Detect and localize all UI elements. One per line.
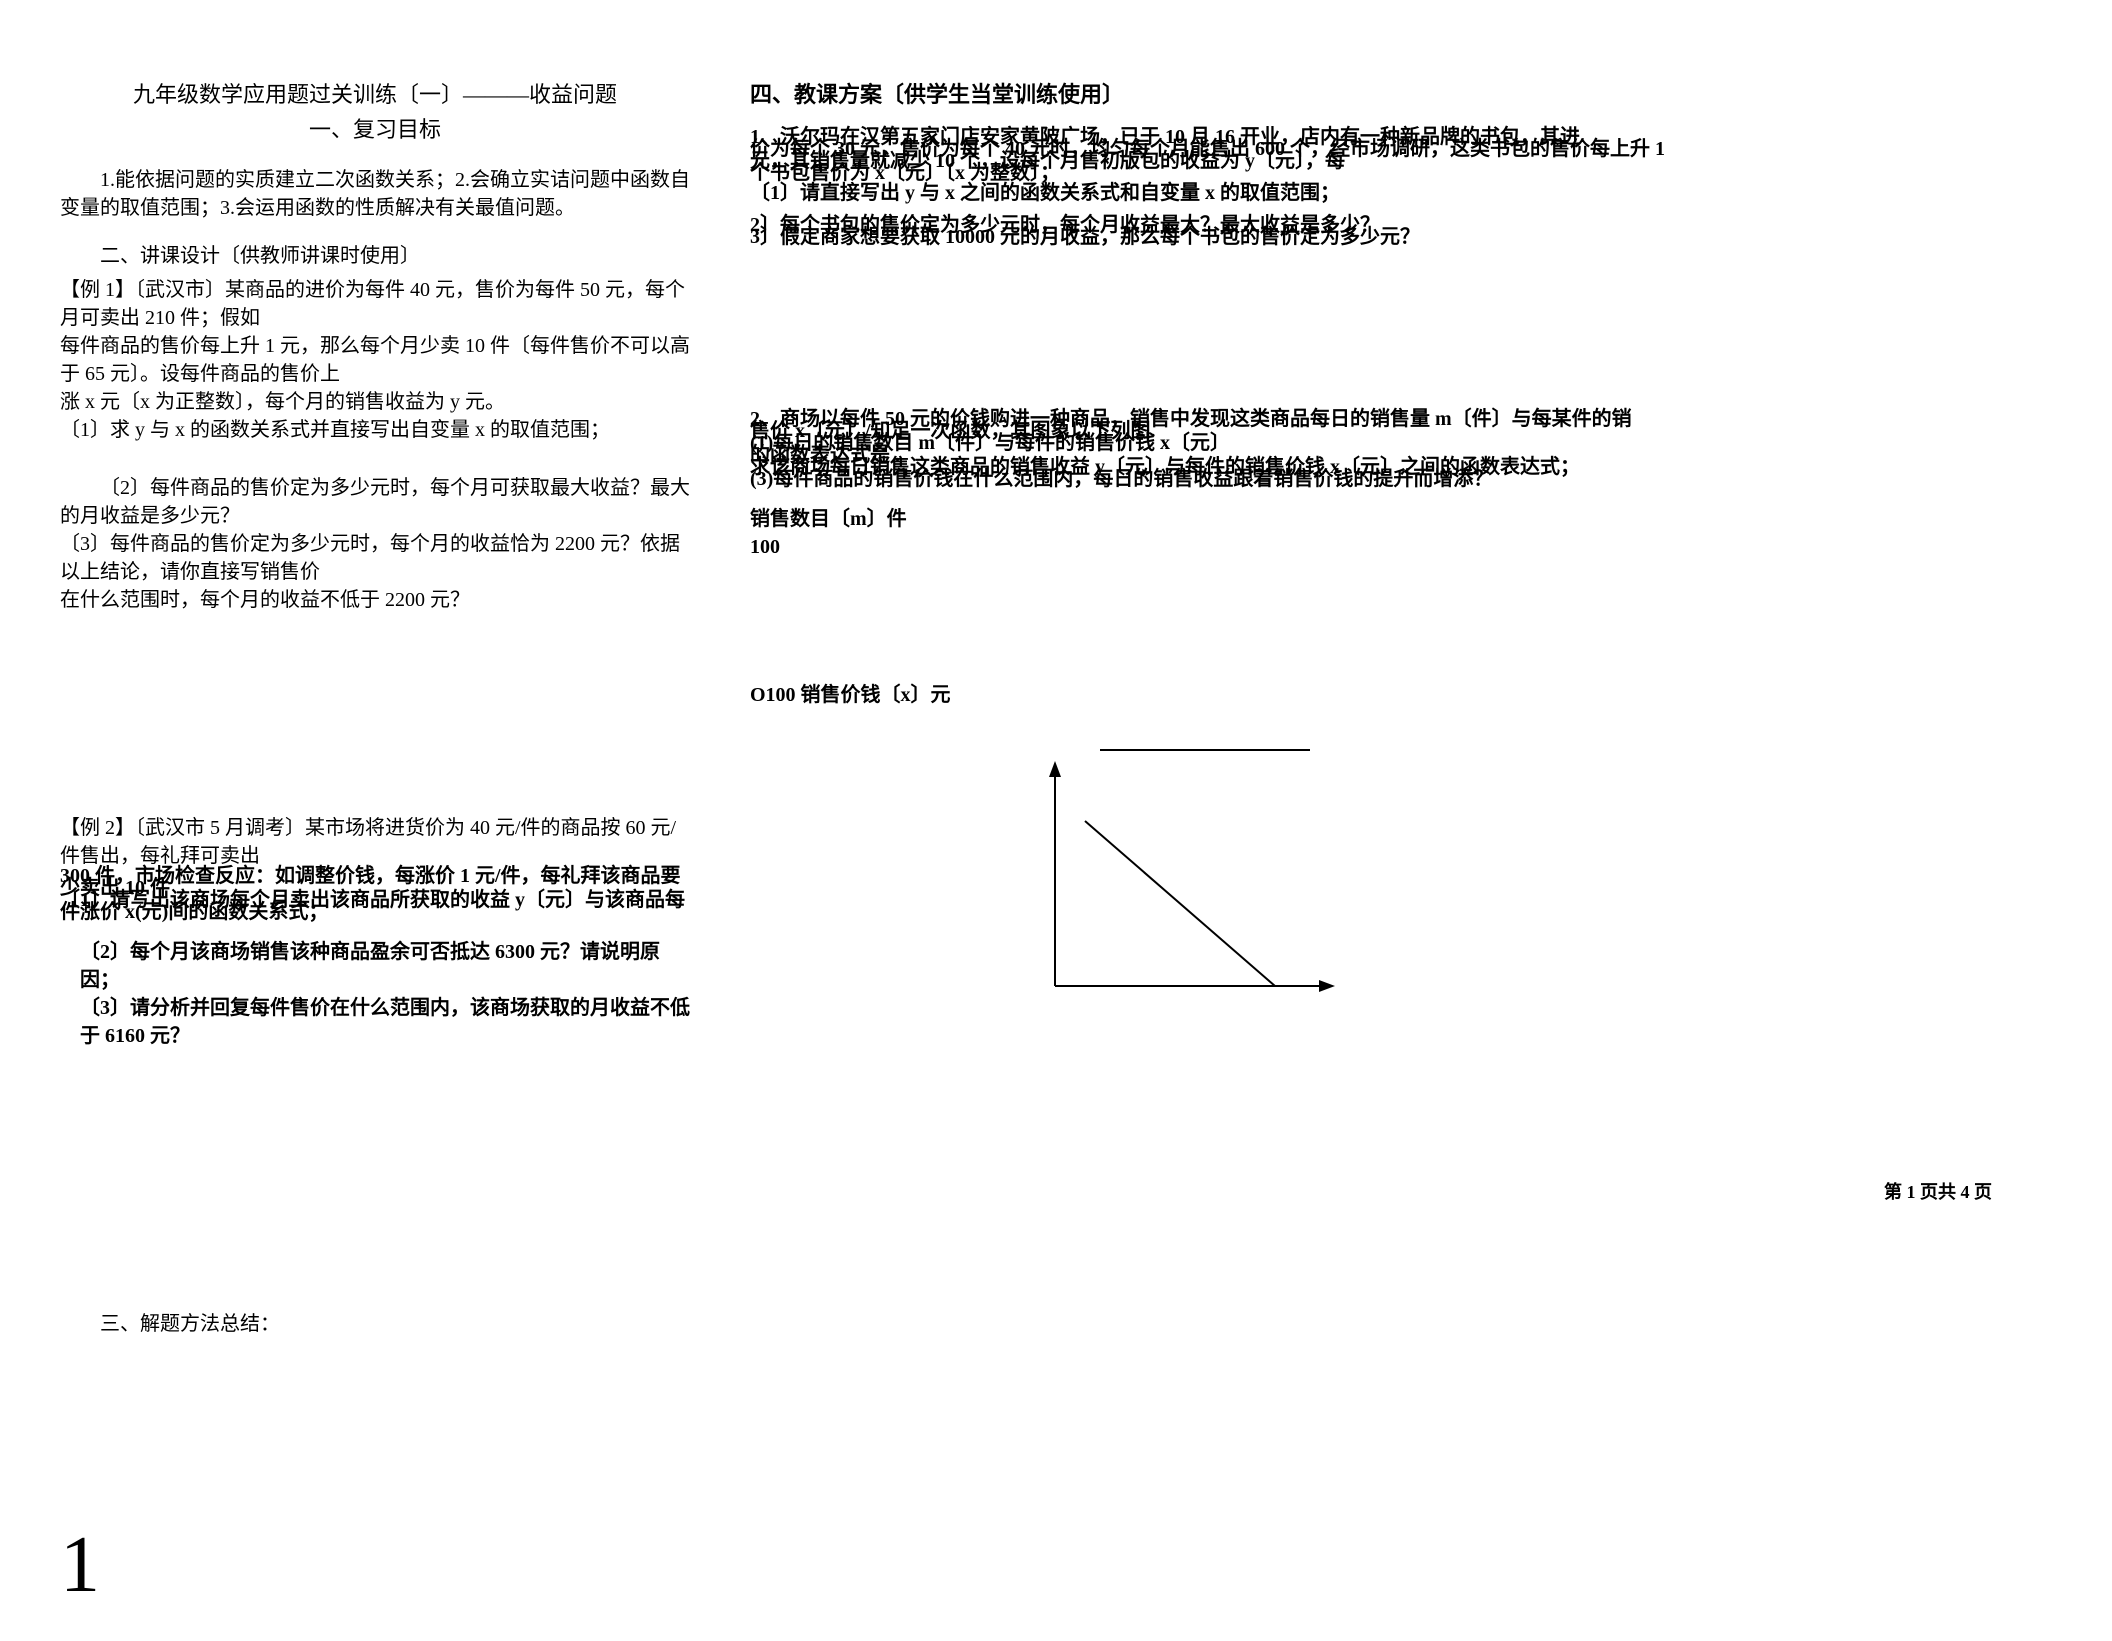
example1-q3b: 在什么范围时，每个月的收益不低于 2200 元？ <box>60 586 690 614</box>
section4-heading: 四、教课方案〔供学生当堂训练使用〕 <box>750 80 2052 111</box>
example2-q2: 〔2〕每个月该商场销售该种商品盈余可否抵达 6300 元？请说明原因； <box>80 938 690 994</box>
x-axis-arrow <box>1319 980 1335 992</box>
main-title: 九年级数学应用题过关训练〔一〕———收益问题 <box>60 80 690 111</box>
problem1-q23: 2〕每个书包的售价定为多少元时，每个月收益最大？最大收益是多少？ 3〕假定商家想… <box>750 219 2052 243</box>
chart-y-labels: 销售数目〔m〕件 100 <box>750 505 2052 561</box>
example2-squish: 300 件，市场检查反应：如调整价钱，每涨价 1 元/件，每礼拜该商品要少卖出 … <box>60 870 690 918</box>
divider-line <box>1100 749 1310 751</box>
example2-line1: 【例 2】〔武汉市 5 月调考〕某市场将进货价为 40 元/件的商品按 60 元… <box>60 814 690 870</box>
example1-line4: 〔1〕求 y 与 x 的函数关系式并直接写出自变量 x 的取值范围； <box>60 416 690 444</box>
section2-heading: 二、讲课设计〔供教师讲课时使用〕 <box>100 242 690 270</box>
example1-line1: 【例 1】〔武汉市〕某商品的进价为每件 40 元，售价为每件 50 元，每个月可… <box>60 276 690 332</box>
goal-text: 1.能依据问题的实质建立二次函数关系；2.会确立实诘问题中函数自变量的取值范围；… <box>60 166 690 222</box>
y-axis-arrow <box>1049 761 1061 777</box>
page-footer: 第 1 页共 4 页 <box>1884 1180 1992 1205</box>
example1-q3a: 〔3〕每件商品的售价定为多少元时，每个月的收益恰为 2200 元？依据以上结论，… <box>60 530 690 586</box>
problem2-block: 2、商场以每件 50 元的价钱购进一种商品，销售中发现这类商品每日的销售量 m〔… <box>750 413 2052 485</box>
section3-heading: 三、解题方法总结： <box>100 1310 690 1338</box>
problem1-block: 1、沃尔玛在汉第五家门店安家黄陂广场，已于 10 月 16 开业，店内有一种新品… <box>750 131 2052 179</box>
example1-q2: 〔2〕每件商品的售价定为多少元时，每个月可获取最大收益？最大的月收益是多少元？ <box>60 474 690 530</box>
left-column: 九年级数学应用题过关训练〔一〕———收益问题 一、复习目标 1.能依据问题的实质… <box>60 80 690 1342</box>
right-column: 四、教课方案〔供学生当堂训练使用〕 1、沃尔玛在汉第五家门店安家黄陂广场，已于 … <box>730 80 2052 1342</box>
example2-q3: 〔3〕请分析并回复每件售价在什么范围内，该商场获取的月收益不低于 6160 元？ <box>80 994 690 1050</box>
example1-line3: 涨 x 元〔x 为正整数〕，每个月的销售收益为 y 元。 <box>60 388 690 416</box>
page-number-large: 1 <box>60 1509 100 1621</box>
problem1-q1: 〔1〕请直接写出 y 与 x 之间的函数关系式和自变量 x 的取值范围； <box>750 179 2052 207</box>
chart-svg <box>1020 761 1350 1041</box>
chart-x-label: O100 销售价钱〔x〕元 <box>750 681 2052 709</box>
section1-heading: 一、复习目标 <box>60 115 690 146</box>
example1-line2: 每件商品的售价每上升 1 元，那么每个月少卖 10 件〔每件售价不可以高于 65… <box>60 332 690 388</box>
chart-data-line <box>1085 821 1275 986</box>
